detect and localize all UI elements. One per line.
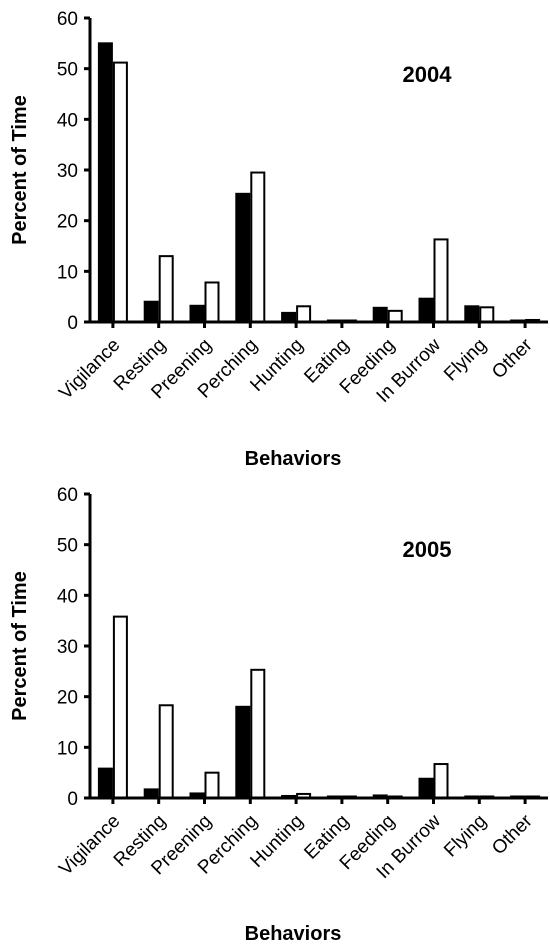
bar-feeding-series-2 (387, 309, 403, 323)
y-tick-label: 60 (57, 9, 78, 30)
bar-in-burrow-series-2 (433, 763, 449, 800)
bar-in-burrow-series-2 (433, 238, 449, 323)
y-tick-label: 40 (57, 110, 78, 131)
y-tick-label: 60 (57, 485, 78, 506)
chart-panel-2004: 0102030405060VigilanceRestingPreeningPer… (9, 9, 548, 470)
y-tick-label: 20 (57, 212, 78, 233)
x-tick-label: Other (488, 810, 537, 859)
chart-title: 2005 (403, 537, 452, 562)
bar-perching-series-2 (250, 171, 266, 323)
y-tick-label: 30 (57, 637, 78, 658)
bar-feeding-series-1 (372, 306, 388, 323)
bar-perching-series-2 (250, 668, 266, 800)
y-tick-label: 50 (57, 536, 78, 557)
x-tick-label: Vigilance (55, 335, 124, 404)
bar-in-burrow-series-1 (418, 297, 434, 323)
x-tick-label: Flying (440, 335, 491, 386)
y-axis-label: Percent of Time (9, 571, 31, 721)
y-tick-label: 10 (57, 262, 78, 283)
bar-flying-series-1 (464, 305, 480, 324)
y-axis-label: Percent of Time (9, 95, 31, 245)
chart-title: 2004 (403, 62, 453, 87)
y-tick-label: 20 (57, 688, 78, 709)
axes (88, 18, 548, 324)
chart-panel-2005: 0102030405060VigilanceRestingPreeningPer… (9, 485, 548, 944)
y-tick-label: 30 (57, 161, 78, 182)
y-tick-label: 0 (67, 789, 78, 810)
bar-resting-series-2 (158, 704, 174, 800)
bar-vigilance-series-1 (97, 767, 113, 800)
bar-hunting-series-2 (296, 305, 312, 324)
bar-resting-series-1 (143, 300, 159, 324)
x-axis-label: Behaviors (245, 923, 342, 944)
bar-perching-series-1 (235, 192, 251, 323)
bar-perching-series-1 (235, 705, 251, 799)
bar-preening-series-2 (204, 281, 220, 324)
bar-vigilance-series-2 (112, 615, 128, 800)
x-tick-label: Vigilance (55, 811, 124, 880)
y-tick-label: 10 (57, 738, 78, 759)
axes (88, 494, 548, 800)
bar-in-burrow-series-1 (418, 777, 434, 799)
bar-preening-series-1 (189, 304, 205, 323)
x-tick-label: Other (488, 334, 537, 383)
bar-vigilance-series-2 (112, 61, 128, 323)
x-axis-label: Behaviors (245, 448, 342, 470)
bar-resting-series-2 (158, 255, 174, 323)
y-tick-label: 50 (57, 60, 78, 81)
bar-vigilance-series-1 (97, 42, 113, 323)
y-tick-label: 0 (67, 313, 78, 334)
bar-flying-series-2 (479, 306, 495, 324)
y-tick-label: 40 (57, 586, 78, 607)
x-tick-label: Flying (440, 811, 491, 862)
bar-preening-series-2 (204, 771, 220, 800)
